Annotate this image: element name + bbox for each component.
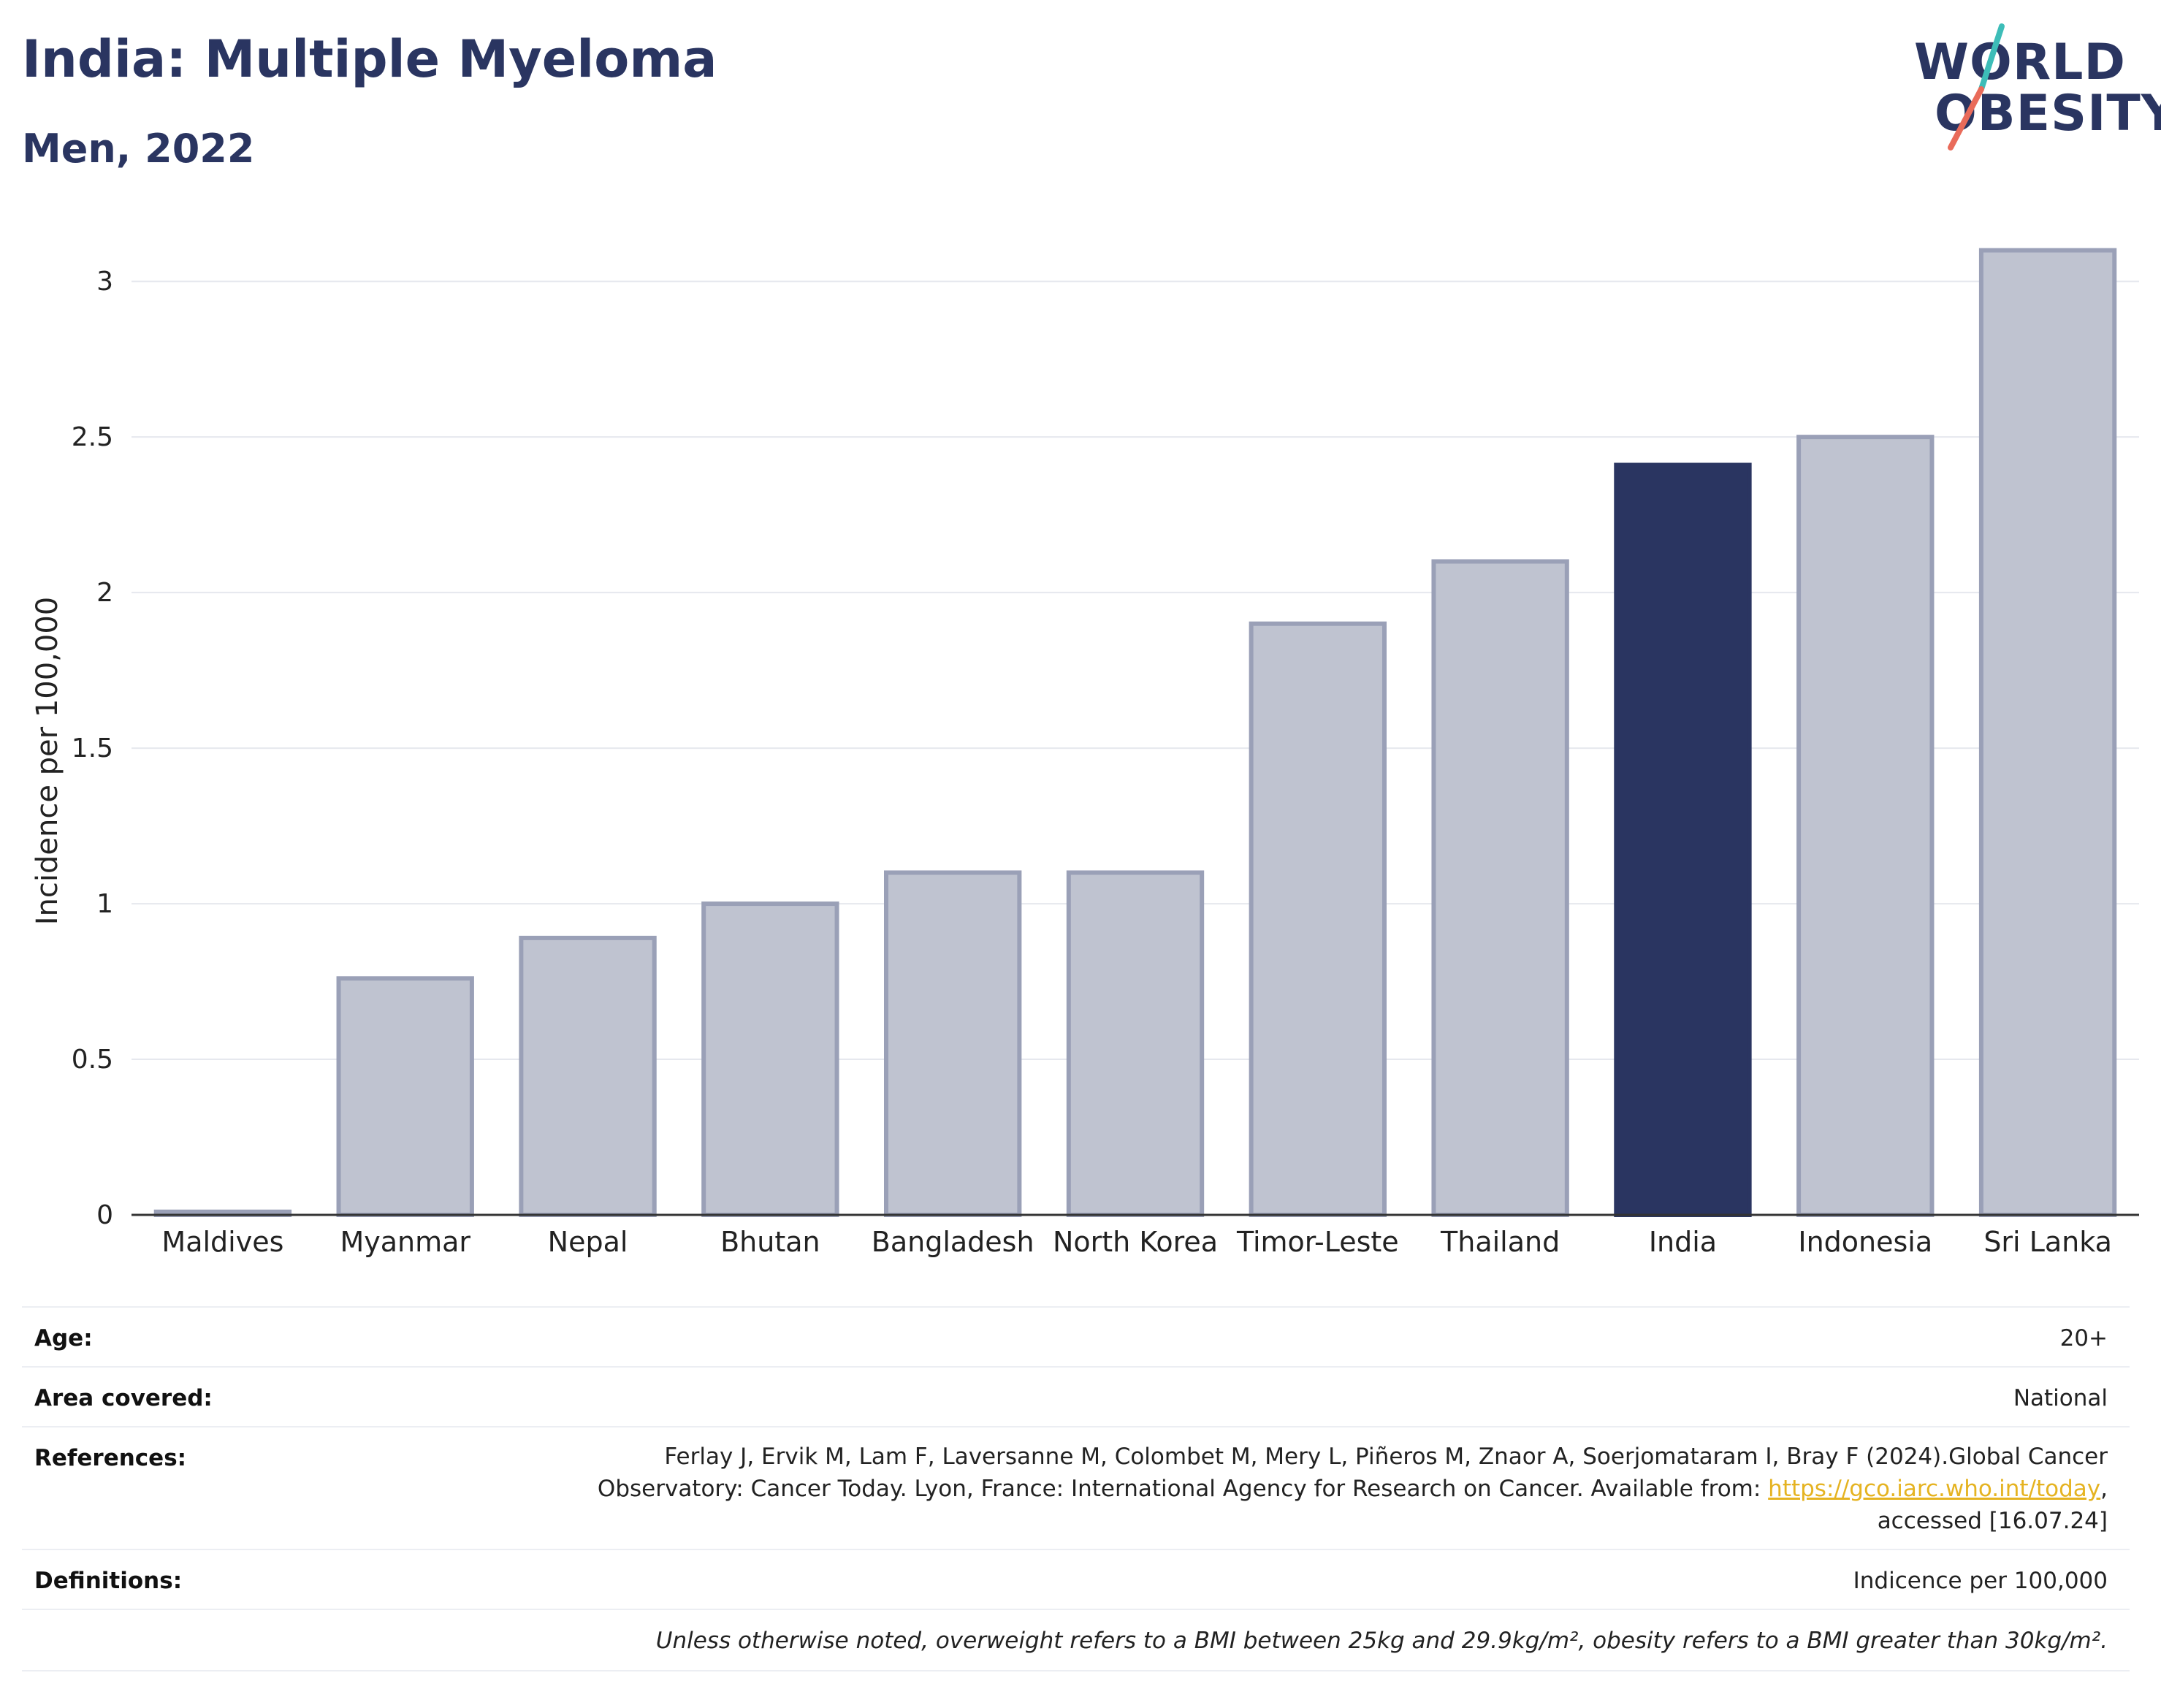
y-tick-label: 1	[96, 889, 113, 919]
references-line-2: Observatory: Cancer Today. Lyon, France:…	[598, 1473, 2108, 1505]
definitions-value: Indicence per 100,000	[1853, 1568, 2108, 1594]
y-tick-label: 0.5	[72, 1045, 113, 1075]
x-tick-label: Timor-Leste	[1236, 1226, 1399, 1258]
logo-text-obesity: OBESITY	[1935, 85, 2161, 142]
bar	[1066, 870, 1205, 1217]
x-tick-label: Myanmar	[340, 1226, 470, 1258]
info-row-area: Area covered: National	[22, 1366, 2130, 1427]
references-link[interactable]: https://gco.iarc.who.int/today	[1768, 1476, 2101, 1502]
page-title: India: Multiple Myeloma	[22, 29, 717, 89]
age-value: 20+	[2059, 1325, 2108, 1351]
info-row-age: Age: 20+	[22, 1306, 2130, 1368]
world-obesity-logo: WORLD OBESITY	[1899, 22, 2161, 161]
logo-slash-icon	[1948, 23, 2005, 150]
logo-text-world: WORLD	[1914, 34, 2126, 91]
area-label: Area covered:	[34, 1385, 213, 1411]
x-tick-label: Bangladesh	[872, 1226, 1034, 1258]
bar	[701, 901, 839, 1217]
references-line-2-text: Observatory: Cancer Today. Lyon, France:…	[597, 1476, 1769, 1502]
area-value: National	[2013, 1385, 2108, 1411]
references-line-1: Ferlay J, Ervik M, Lam F, Laversanne M, …	[664, 1444, 2108, 1470]
info-row-definitions: Definitions: Indicence per 100,000	[22, 1549, 2130, 1610]
y-tick-label: 2.5	[72, 422, 113, 452]
x-tick-label: India	[1649, 1226, 1717, 1258]
bar	[1249, 621, 1387, 1217]
references-value: Ferlay J, Ervik M, Lam F, Laversanne M, …	[598, 1441, 2108, 1537]
bar-chart: 0 0.5 1 1.5 2 2.5 3 Maldives Myanmar Nepal Bhutan B…	[31, 248, 2139, 1258]
y-tick-label: 1.5	[72, 733, 113, 763]
y-tick-label: 3	[96, 267, 113, 297]
bar	[1796, 435, 1935, 1217]
x-tick-label: Nepal	[548, 1226, 628, 1258]
info-row-references: References: Ferlay J, Ervik M, Lam F, La…	[22, 1426, 2130, 1550]
x-tick-label: Thailand	[1440, 1226, 1560, 1258]
bar	[883, 870, 1022, 1217]
definitions-label: Definitions:	[34, 1568, 183, 1594]
bar	[1614, 462, 1752, 1218]
x-tick-label: North Korea	[1053, 1226, 1218, 1258]
bar	[1431, 559, 1569, 1217]
x-tick-label: Maldives	[161, 1226, 283, 1258]
x-tick-label: Indonesia	[1798, 1226, 1932, 1258]
references-label: References:	[34, 1445, 187, 1471]
references-line-3: accessed [16.07.24]	[1877, 1508, 2108, 1534]
info-row-note: Unless otherwise noted, overweight refer…	[22, 1609, 2130, 1671]
bar	[519, 935, 657, 1218]
references-line-2-end: ,	[2100, 1476, 2108, 1502]
age-label: Age:	[34, 1325, 93, 1351]
x-tick-label: Bhutan	[720, 1226, 820, 1258]
page-subtitle: Men, 2022	[22, 126, 255, 172]
y-tick-label: 0	[96, 1200, 113, 1230]
x-tick-label: Sri Lanka	[1983, 1226, 2112, 1258]
bmi-note: Unless otherwise noted, overweight refer…	[655, 1628, 2108, 1654]
y-tick-label: 2	[96, 578, 113, 608]
bar	[336, 976, 474, 1217]
bar	[1978, 248, 2117, 1217]
y-axis-title: Incidence per 100,000	[31, 597, 64, 926]
